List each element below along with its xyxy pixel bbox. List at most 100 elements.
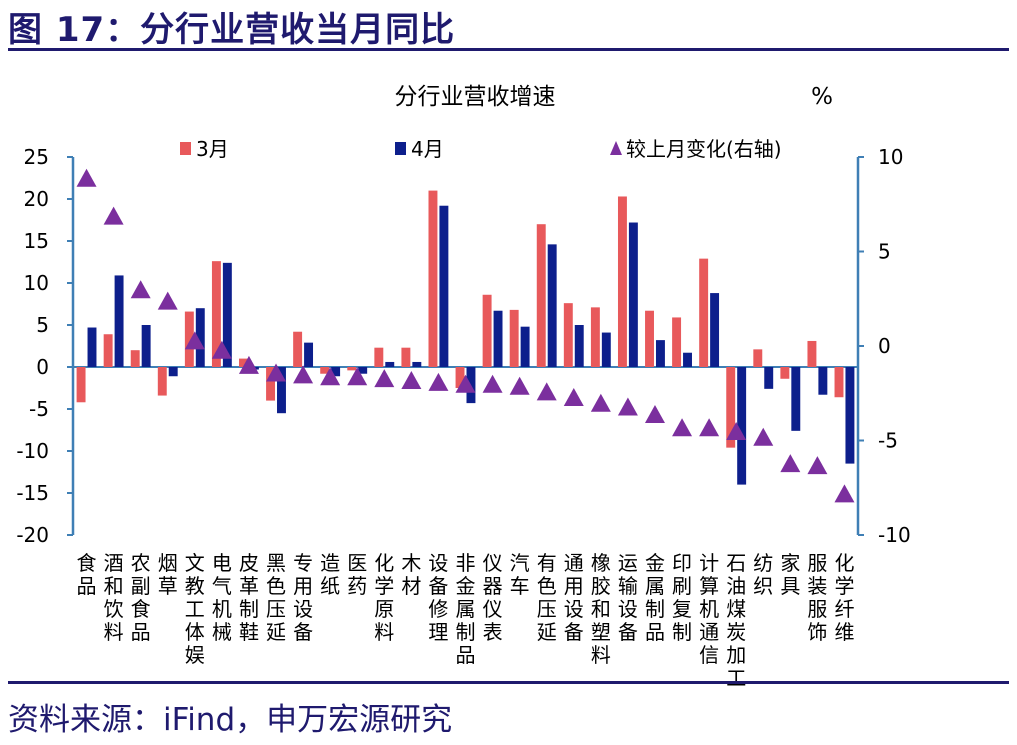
category-label: 家具 [780,551,800,598]
category-label: 服装服饰 [807,551,827,644]
change-marker [401,371,422,390]
change-marker [130,280,151,299]
change-marker [320,367,341,386]
right-tick-label: 10 [878,145,903,169]
bar-april [845,367,855,464]
legend: 3月 4月 较上月变化(右轴) [180,137,782,161]
left-tick-label: 15 [24,229,49,253]
figure-title: 图 17：分行业营收当月同比 [8,10,456,50]
bar-march [239,358,248,367]
bar-april [683,352,692,367]
category-label: 有色压延 [537,551,557,644]
bottom-rule [8,681,1009,684]
change-marker [780,454,801,473]
bar-march [563,303,573,367]
change-marker [699,418,720,437]
bar-march [672,317,682,367]
change-marker [103,206,124,225]
legend-april-label: 4月 [411,137,444,161]
category-label: 文教工体娱 [185,551,205,667]
bar-april [493,310,503,367]
bar-march [455,367,465,388]
category-label: 电气机械 [212,551,232,644]
change-marker [726,422,747,441]
bar-april [737,367,747,485]
bar-april [412,361,422,367]
category-label: 造纸 [320,551,340,598]
right-tick-label: -10 [878,523,911,547]
bar-march [157,367,167,396]
bar-april [764,367,774,389]
chart-title: 分行业营收增速 [395,84,556,110]
category-label: 专用设备 [293,551,313,644]
category-label: 非金属制品 [456,551,476,667]
change-marker [428,372,449,391]
change-marker [266,363,287,382]
legend-april-swatch [395,142,406,155]
bar-march [536,224,546,367]
left-tick-label: -5 [29,397,49,421]
bar-march [617,196,627,367]
legend-march: 3月 [180,137,229,161]
left-tick-label: 20 [24,187,49,211]
bar-april [141,325,151,367]
left-tick-label: -20 [16,523,49,547]
change-marker [211,340,232,359]
legend-march-label: 3月 [196,137,229,161]
bar-march [293,331,303,367]
bar-april [304,342,314,367]
category-label: 烟草 [158,551,178,598]
bar-april [574,325,584,367]
bar-april [358,367,368,374]
change-marker [617,397,638,416]
bar-march [347,367,357,371]
right-tick-label: 0 [878,334,891,358]
bar-april [520,326,530,367]
category-label: 通用设备 [564,551,584,644]
change-marker [753,427,774,446]
category-label: 木材 [401,551,421,598]
left-tick-label: 5 [36,313,49,337]
left-tick-label: 0 [36,355,49,379]
bar-march [482,294,492,367]
legend-change-label: 较上月变化(右轴) [626,137,782,161]
bar-april [710,293,720,367]
bar-march [401,347,411,367]
bar-march [266,367,276,401]
category-label: 运输设备 [618,551,638,644]
change-marker [157,291,178,310]
bar-march [780,367,790,379]
change-marker [563,388,584,407]
legend-change: 较上月变化(右轴) [610,137,782,161]
change-marker [807,456,828,475]
category-label: 橡胶和塑料 [591,551,611,667]
change-marker [590,393,611,412]
category-label: 石油煤炭加工 [726,551,746,690]
bar-march [699,258,709,367]
legend-march-swatch [180,142,191,155]
change-marker [455,374,476,393]
category-label: 设备修理 [428,551,448,644]
change-marker [374,369,395,388]
plot-area: 25 20 15 10 5 0 -5 -10 -15 -20 10 5 0 -5 -10 食品酒和饮料农副食品… [16,145,910,690]
change-marker [293,365,314,384]
right-tick-label: 5 [878,240,891,264]
category-label: 医药 [347,551,367,598]
change-marker [238,355,259,374]
bar-march [645,310,654,367]
bar-march [590,307,600,367]
bar-april [818,367,828,395]
change-marker [644,405,665,424]
left-tick-label: 25 [24,145,49,169]
left-tick-label: 10 [24,271,49,295]
bar-march [211,261,221,367]
bar-april [195,308,205,367]
source-note: 资料来源：iFind，申万宏源研究 [8,702,453,738]
category-label: 皮革制鞋 [239,551,259,644]
legend-change-swatch [610,141,622,155]
category-label: 化学原料 [374,551,394,644]
bar-march [76,367,86,403]
bar-march [807,340,817,367]
bar-april [439,205,449,367]
